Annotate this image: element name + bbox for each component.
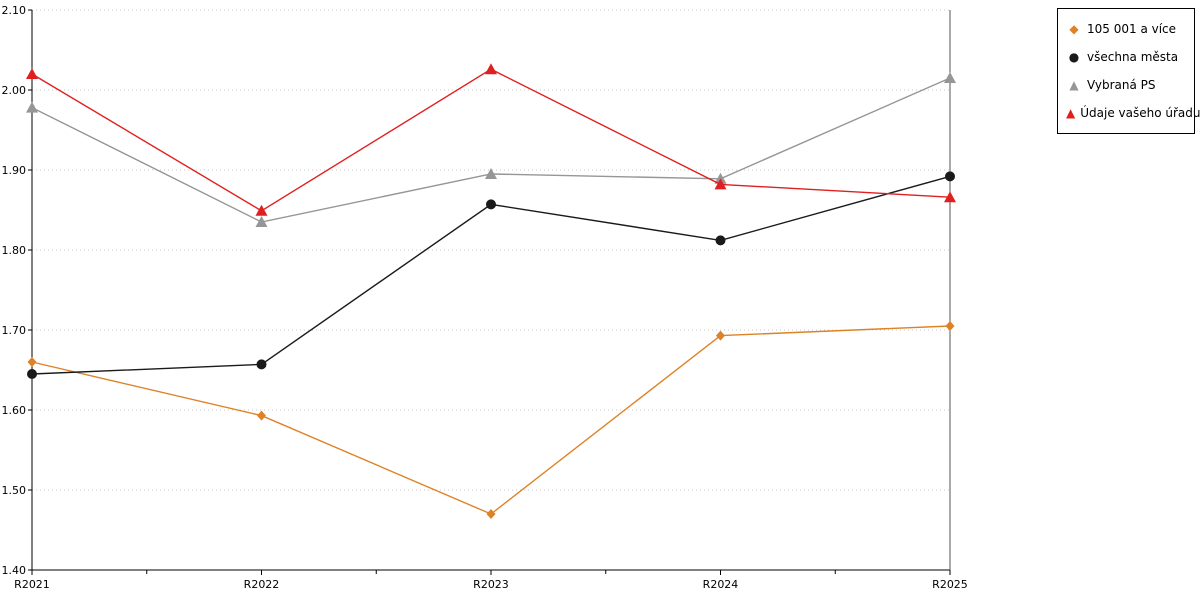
y-tick-label: 2.00 xyxy=(2,84,27,97)
data-point-marker xyxy=(486,509,496,519)
circle-marker-icon: ● xyxy=(1068,50,1080,64)
data-point-marker xyxy=(714,172,727,184)
data-point-marker xyxy=(944,72,956,83)
legend-item: ◆ 105 001 a více xyxy=(1066,15,1186,43)
legend-label: Vybraná PS xyxy=(1087,78,1156,92)
data-point-marker xyxy=(26,101,38,113)
data-point-marker xyxy=(716,330,725,341)
data-point-marker xyxy=(27,369,37,379)
legend-label: Údaje vašeho úřadu xyxy=(1080,106,1200,120)
y-tick-label: 1.40 xyxy=(2,564,27,577)
data-point-marker xyxy=(485,168,497,179)
data-point-marker xyxy=(26,68,38,79)
y-tick-label: 1.80 xyxy=(2,244,27,257)
data-point-marker xyxy=(714,178,727,190)
data-point-marker xyxy=(255,204,268,216)
legend-label: všechna města xyxy=(1087,50,1179,64)
data-point-marker xyxy=(485,63,497,75)
y-tick-label: 1.70 xyxy=(2,324,27,337)
y-tick-label: 1.50 xyxy=(2,484,27,497)
data-point-marker xyxy=(715,235,726,246)
data-point-marker xyxy=(256,359,267,370)
legend-item: ● všechna města xyxy=(1066,43,1186,71)
x-tick-label: R2023 xyxy=(473,578,509,591)
x-tick-label: R2021 xyxy=(14,578,50,591)
data-point-marker xyxy=(945,321,955,331)
diamond-marker-icon: ◆ xyxy=(1069,22,1079,36)
y-tick-label: 1.60 xyxy=(2,404,27,417)
legend-item: ▲ Údaje vašeho úřadu xyxy=(1066,99,1200,127)
triangle-marker-icon: ▲ xyxy=(1069,78,1079,92)
series-line xyxy=(31,325,951,515)
data-point-marker xyxy=(27,357,37,367)
y-tick-label: 2.10 xyxy=(2,4,27,17)
data-point-marker xyxy=(255,216,268,227)
x-tick-label: R2025 xyxy=(932,578,968,591)
data-point-marker xyxy=(944,191,956,203)
legend-item: ▲ Vybraná PS xyxy=(1066,71,1186,99)
x-tick-label: R2022 xyxy=(244,578,280,591)
data-point-marker xyxy=(945,171,955,182)
y-tick-label: 1.90 xyxy=(2,164,27,177)
data-point-marker xyxy=(486,199,496,210)
x-tick-label: R2024 xyxy=(703,578,739,591)
data-point-marker xyxy=(257,410,266,421)
legend-label: 105 001 a více xyxy=(1087,22,1177,36)
legend: ◆ 105 001 a více ● všechna města ▲ Vybra… xyxy=(1057,8,1200,134)
triangle-marker-icon: ▲ xyxy=(1066,106,1076,120)
